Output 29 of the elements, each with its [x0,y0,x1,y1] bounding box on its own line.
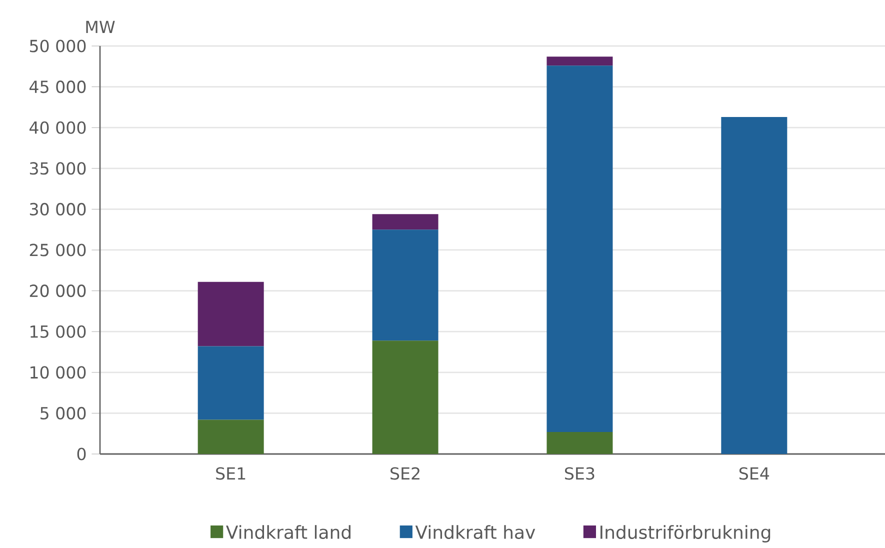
legend-label: Vindkraft land [226,525,350,540]
bar [198,420,264,454]
bar [546,56,613,66]
x-tick-label: SE4 [739,467,770,480]
y-tick-label: 40 000 [30,121,86,134]
bar [198,282,264,346]
legend-label: Vindkraft hav [415,525,536,540]
y-tick-label: 5 000 [40,406,86,420]
bar [372,230,438,341]
y-tick-label: 20 000 [30,284,86,298]
y-tick-label: 50 000 [30,40,86,52]
y-tick-label: 25 000 [30,244,86,256]
y-tick-label: 35 000 [30,162,86,175]
y-tick-label: 10 000 [30,366,86,379]
bar [721,116,788,454]
bar [198,346,264,420]
legend-label: Industriförbrukning [600,525,770,542]
y-tick-label: 30 000 [30,202,86,216]
bar [546,66,613,432]
bar [372,214,438,230]
x-tick-label: SE3 [565,467,594,480]
bar [372,340,438,454]
x-tick-label: SE1 [216,467,246,480]
y-tick-label: 45 000 [30,80,86,94]
y-axis-title: MW [86,20,115,33]
bar [546,432,613,454]
x-tick-label: SE2 [390,467,420,480]
y-tick-label: 15 000 [30,325,86,338]
y-tick-label: 0 [77,448,86,460]
